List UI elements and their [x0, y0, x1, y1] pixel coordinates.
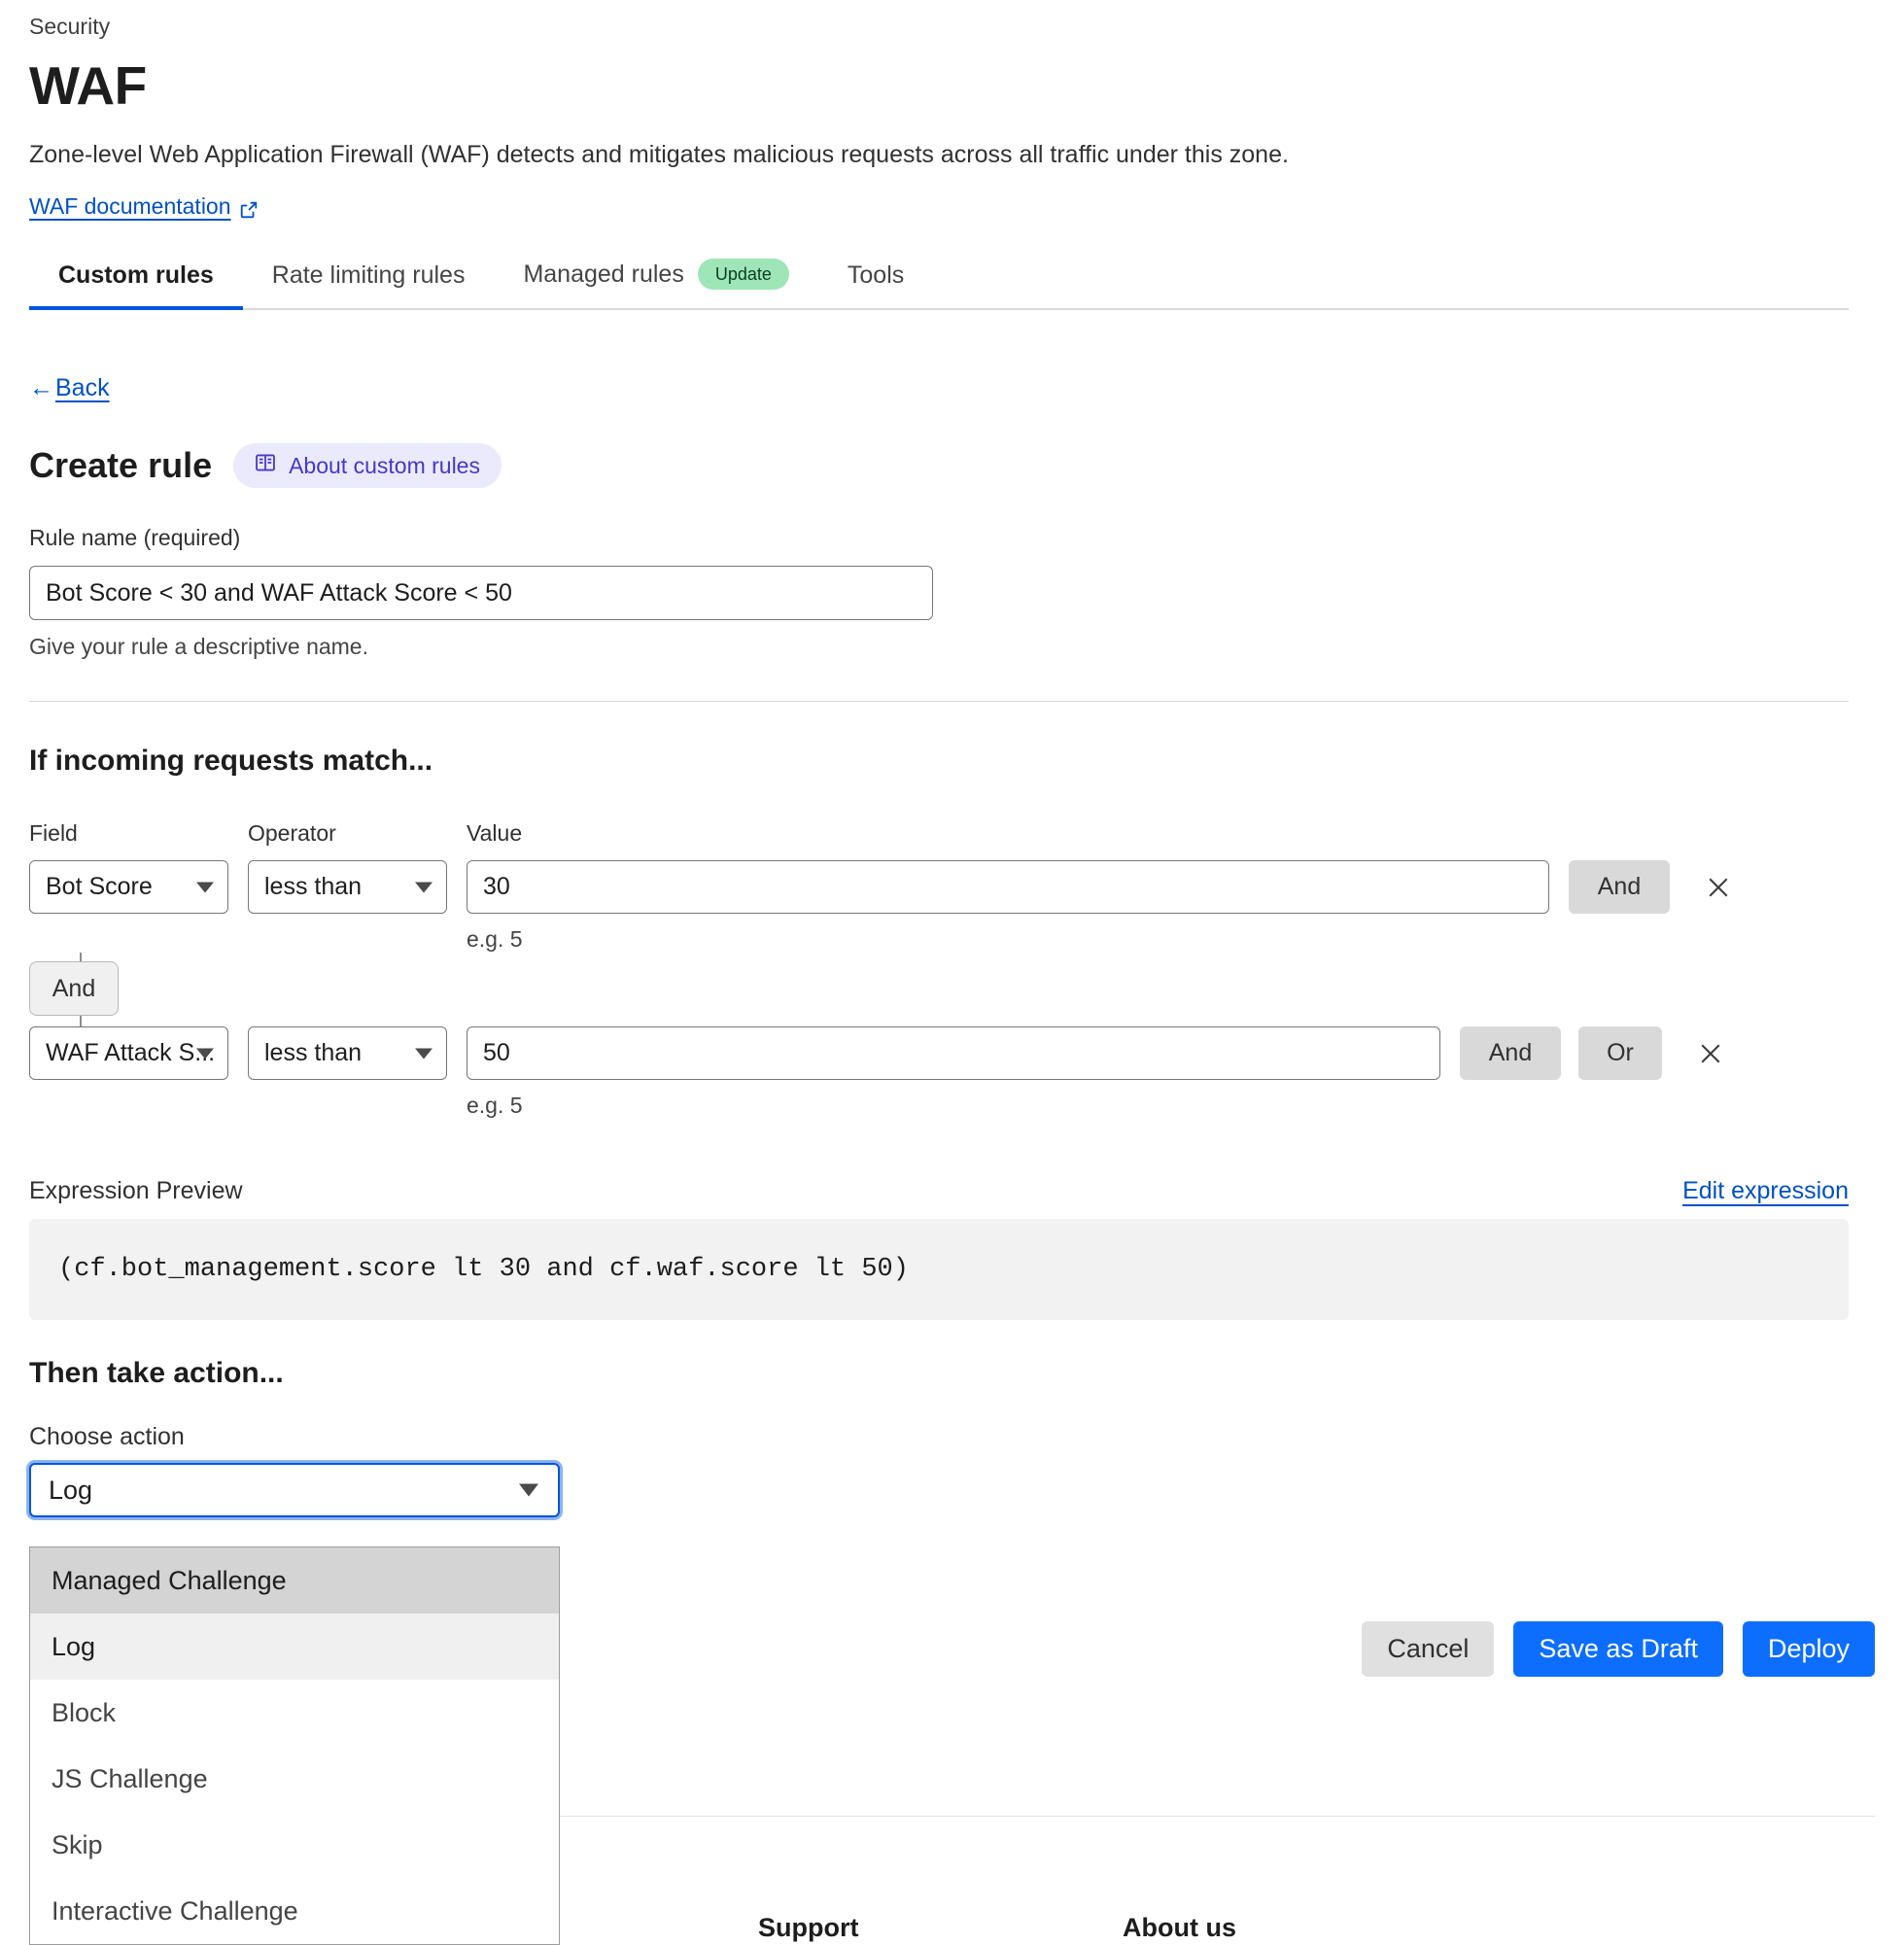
- about-pill-label: About custom rules: [289, 452, 480, 478]
- deploy-button[interactable]: Deploy: [1742, 1621, 1875, 1677]
- dropdown-option-managed-challenge[interactable]: Managed Challenge: [30, 1547, 559, 1614]
- action-select-value: Log: [49, 1475, 93, 1505]
- operator-select-1[interactable]: less than: [248, 860, 447, 914]
- expression-preview-label: Expression Preview: [29, 1177, 243, 1204]
- waf-documentation-link[interactable]: WAF documentation: [29, 193, 258, 220]
- and-connector-button[interactable]: And: [29, 961, 119, 1016]
- breadcrumb: Security: [29, 14, 111, 39]
- section-divider: [29, 701, 1849, 702]
- action-select[interactable]: Log: [29, 1463, 560, 1517]
- rule-name-hint: Give your rule a descriptive name.: [29, 634, 368, 659]
- choose-action-label: Choose action: [29, 1423, 185, 1450]
- and-button-row2[interactable]: And: [1460, 1026, 1561, 1080]
- rule-name-label: Rule name (required): [29, 525, 241, 550]
- operator-select-value: less than: [264, 1039, 363, 1066]
- tab-label: Tools: [847, 261, 905, 289]
- remove-condition-1[interactable]: [1691, 860, 1746, 914]
- column-header-value: Value: [467, 820, 523, 846]
- dropdown-option-interactive-challenge[interactable]: Interactive Challenge: [52, 1895, 298, 1926]
- column-header-field: Field: [29, 820, 78, 846]
- footer-column-about-us: About us: [1123, 1913, 1236, 1942]
- action-dropdown-list: Managed Challenge Log Block JS Challenge…: [29, 1546, 560, 1945]
- column-header-operator: Operator: [248, 820, 336, 846]
- condition-row: WAF Attack S... less than e.g. 5 And Or: [29, 1026, 1875, 1119]
- dropdown-option-log[interactable]: Log: [30, 1614, 559, 1680]
- value-input-1[interactable]: [467, 860, 1549, 914]
- chevron-down-icon: [196, 882, 214, 892]
- value-hint-1: e.g. 5: [467, 926, 523, 952]
- back-link[interactable]: ← Back: [29, 374, 110, 402]
- form-action-buttons: Cancel Save as Draft Deploy: [1362, 1621, 1875, 1677]
- value-hint-2: e.g. 5: [467, 1093, 523, 1118]
- and-button-row1[interactable]: And: [1569, 860, 1670, 914]
- footer-divider: [29, 1816, 1875, 1817]
- save-as-draft-button[interactable]: Save as Draft: [1513, 1621, 1723, 1677]
- value-input-2[interactable]: [467, 1026, 1440, 1080]
- operator-select-value: less than: [264, 873, 363, 900]
- page-title: WAF: [29, 55, 147, 116]
- tab-custom-rules[interactable]: Custom rules: [29, 261, 243, 310]
- edit-expression-link[interactable]: Edit expression: [1682, 1177, 1849, 1204]
- or-button-row2[interactable]: Or: [1578, 1026, 1662, 1080]
- tab-managed-rules[interactable]: Managed rules Update: [494, 259, 817, 308]
- match-section-title: If incoming requests match...: [29, 745, 433, 777]
- tab-rate-limiting-rules[interactable]: Rate limiting rules: [243, 261, 495, 308]
- doc-link-label: WAF documentation: [29, 193, 231, 219]
- expression-preview-code: (cf.bot_management.score lt 30 and cf.wa…: [29, 1219, 1849, 1320]
- field-select-2[interactable]: WAF Attack S...: [29, 1026, 228, 1080]
- back-label: Back: [55, 374, 110, 401]
- dropdown-option-js-challenge[interactable]: JS Challenge: [52, 1763, 208, 1793]
- tab-label: Managed rules: [523, 260, 684, 288]
- chevron-down-icon: [415, 1048, 433, 1059]
- and-connector: And: [29, 953, 228, 1026]
- left-arrow-icon: ←: [29, 374, 53, 401]
- cancel-button[interactable]: Cancel: [1362, 1621, 1495, 1677]
- waf-page: Security WAF Zone-level Web Application …: [29, 14, 1875, 1945]
- chevron-down-icon: [415, 882, 433, 892]
- tab-label: Rate limiting rules: [271, 261, 466, 289]
- tab-label: Custom rules: [58, 261, 214, 289]
- create-rule-title: Create rule: [29, 445, 213, 485]
- action-section-title: Then take action...: [29, 1357, 284, 1389]
- condition-row: Bot Score less than e.g. 5 And: [29, 860, 1875, 953]
- chevron-down-icon: [196, 1048, 214, 1059]
- external-link-icon: [240, 198, 258, 218]
- remove-condition-2[interactable]: [1683, 1026, 1738, 1080]
- operator-select-2[interactable]: less than: [248, 1026, 447, 1080]
- condition-column-headers: Field Operator Value: [29, 820, 1875, 847]
- update-badge: Update: [697, 259, 789, 290]
- expression-preview-header: Expression Preview Edit expression: [29, 1177, 1849, 1205]
- field-select-value: Bot Score: [46, 873, 153, 900]
- tab-tools[interactable]: Tools: [818, 261, 933, 308]
- chevron-down-icon: [519, 1483, 538, 1497]
- book-icon: [255, 452, 276, 479]
- create-rule-header: Create rule About custom rules: [29, 443, 1875, 488]
- field-select-1[interactable]: Bot Score: [29, 860, 228, 914]
- footer-column-support: Support: [758, 1913, 859, 1942]
- rule-name-input[interactable]: [29, 566, 933, 620]
- waf-tabs: Custom rules Rate limiting rules Managed…: [29, 259, 1849, 310]
- about-custom-rules-button[interactable]: About custom rules: [233, 443, 502, 488]
- field-select-value: WAF Attack S...: [46, 1039, 216, 1066]
- condition-connector-wrap: And: [29, 953, 1875, 1026]
- dropdown-option-block[interactable]: Block: [52, 1697, 117, 1727]
- page-description: Zone-level Web Application Firewall (WAF…: [29, 141, 1289, 168]
- dropdown-option-skip[interactable]: Skip: [52, 1829, 103, 1859]
